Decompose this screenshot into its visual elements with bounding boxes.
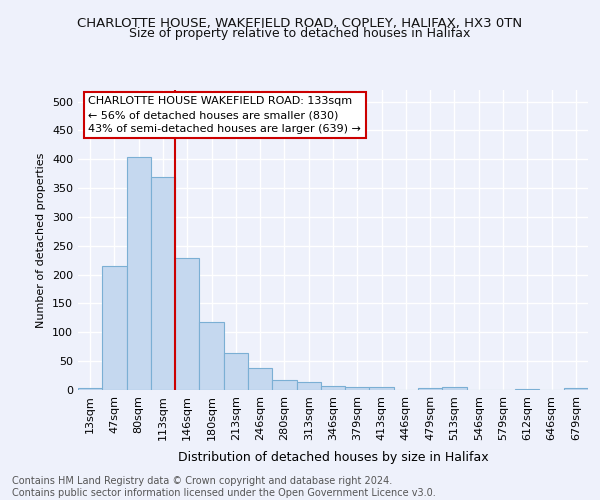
Bar [224, 353, 248, 390]
Bar [175, 258, 199, 390]
Bar [296, 382, 321, 390]
Bar [370, 387, 394, 390]
Bar [345, 387, 370, 390]
Text: Size of property relative to detached houses in Halifax: Size of property relative to detached ho… [130, 28, 470, 40]
Bar [564, 388, 588, 390]
Bar [321, 386, 345, 390]
Bar [442, 386, 467, 390]
Text: CHARLOTTE HOUSE, WAKEFIELD ROAD, COPLEY, HALIFAX, HX3 0TN: CHARLOTTE HOUSE, WAKEFIELD ROAD, COPLEY,… [77, 18, 523, 30]
Bar [418, 388, 442, 390]
Text: CHARLOTTE HOUSE WAKEFIELD ROAD: 133sqm
← 56% of detached houses are smaller (830: CHARLOTTE HOUSE WAKEFIELD ROAD: 133sqm ←… [88, 96, 361, 134]
Bar [199, 322, 224, 390]
Text: Contains HM Land Registry data © Crown copyright and database right 2024.
Contai: Contains HM Land Registry data © Crown c… [12, 476, 436, 498]
Bar [272, 380, 296, 390]
Bar [78, 388, 102, 390]
Y-axis label: Number of detached properties: Number of detached properties [37, 152, 46, 328]
Bar [127, 158, 151, 390]
Bar [248, 368, 272, 390]
Bar [102, 266, 127, 390]
X-axis label: Distribution of detached houses by size in Halifax: Distribution of detached houses by size … [178, 451, 488, 464]
Bar [151, 176, 175, 390]
